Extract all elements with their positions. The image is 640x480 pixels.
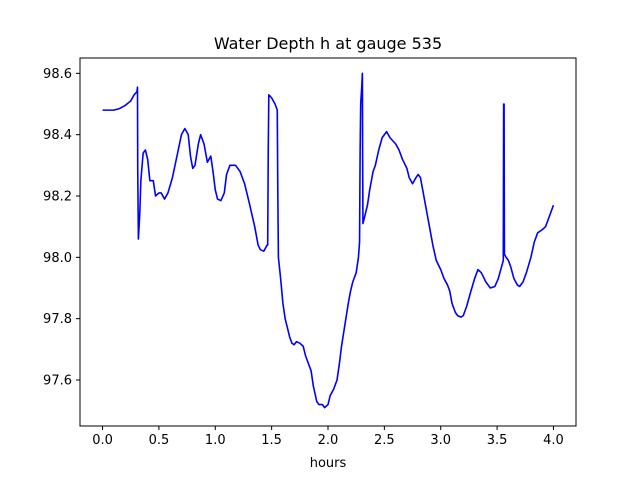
x-tick-label: 0.5 xyxy=(149,433,170,448)
series-line-0 xyxy=(102,72,555,409)
x-tick-label: 1.0 xyxy=(205,433,226,448)
x-tick-label: 3.0 xyxy=(430,433,451,448)
chart-title: Water Depth h at gauge 535 xyxy=(214,34,442,53)
x-tick-label: 0.0 xyxy=(92,433,113,448)
y-tick-label: 97.6 xyxy=(43,374,72,389)
y-tick-label: 98.0 xyxy=(43,251,72,266)
plot-area xyxy=(79,57,577,427)
x-tick-label: 4.0 xyxy=(543,433,564,448)
axes-frame xyxy=(79,57,577,427)
x-tick-label: 2.0 xyxy=(318,433,339,448)
x-tick-label: 3.5 xyxy=(487,433,508,448)
x-axis-ticks: 0.0 0.5 1.0 1.5 2.0 2.5 3.0 3.5 4.0 xyxy=(92,426,564,448)
y-tick-label: 97.8 xyxy=(43,312,72,327)
y-tick-label: 98.4 xyxy=(43,128,72,143)
y-tick-label: 98.6 xyxy=(43,67,72,82)
x-axis-label: hours xyxy=(310,456,347,471)
x-tick-label: 1.5 xyxy=(261,433,282,448)
x-tick-label: 2.5 xyxy=(374,433,395,448)
y-tick-label: 98.2 xyxy=(43,190,72,205)
y-axis-ticks: 97.6 97.8 98.0 98.2 98.4 98.6 xyxy=(43,67,80,389)
